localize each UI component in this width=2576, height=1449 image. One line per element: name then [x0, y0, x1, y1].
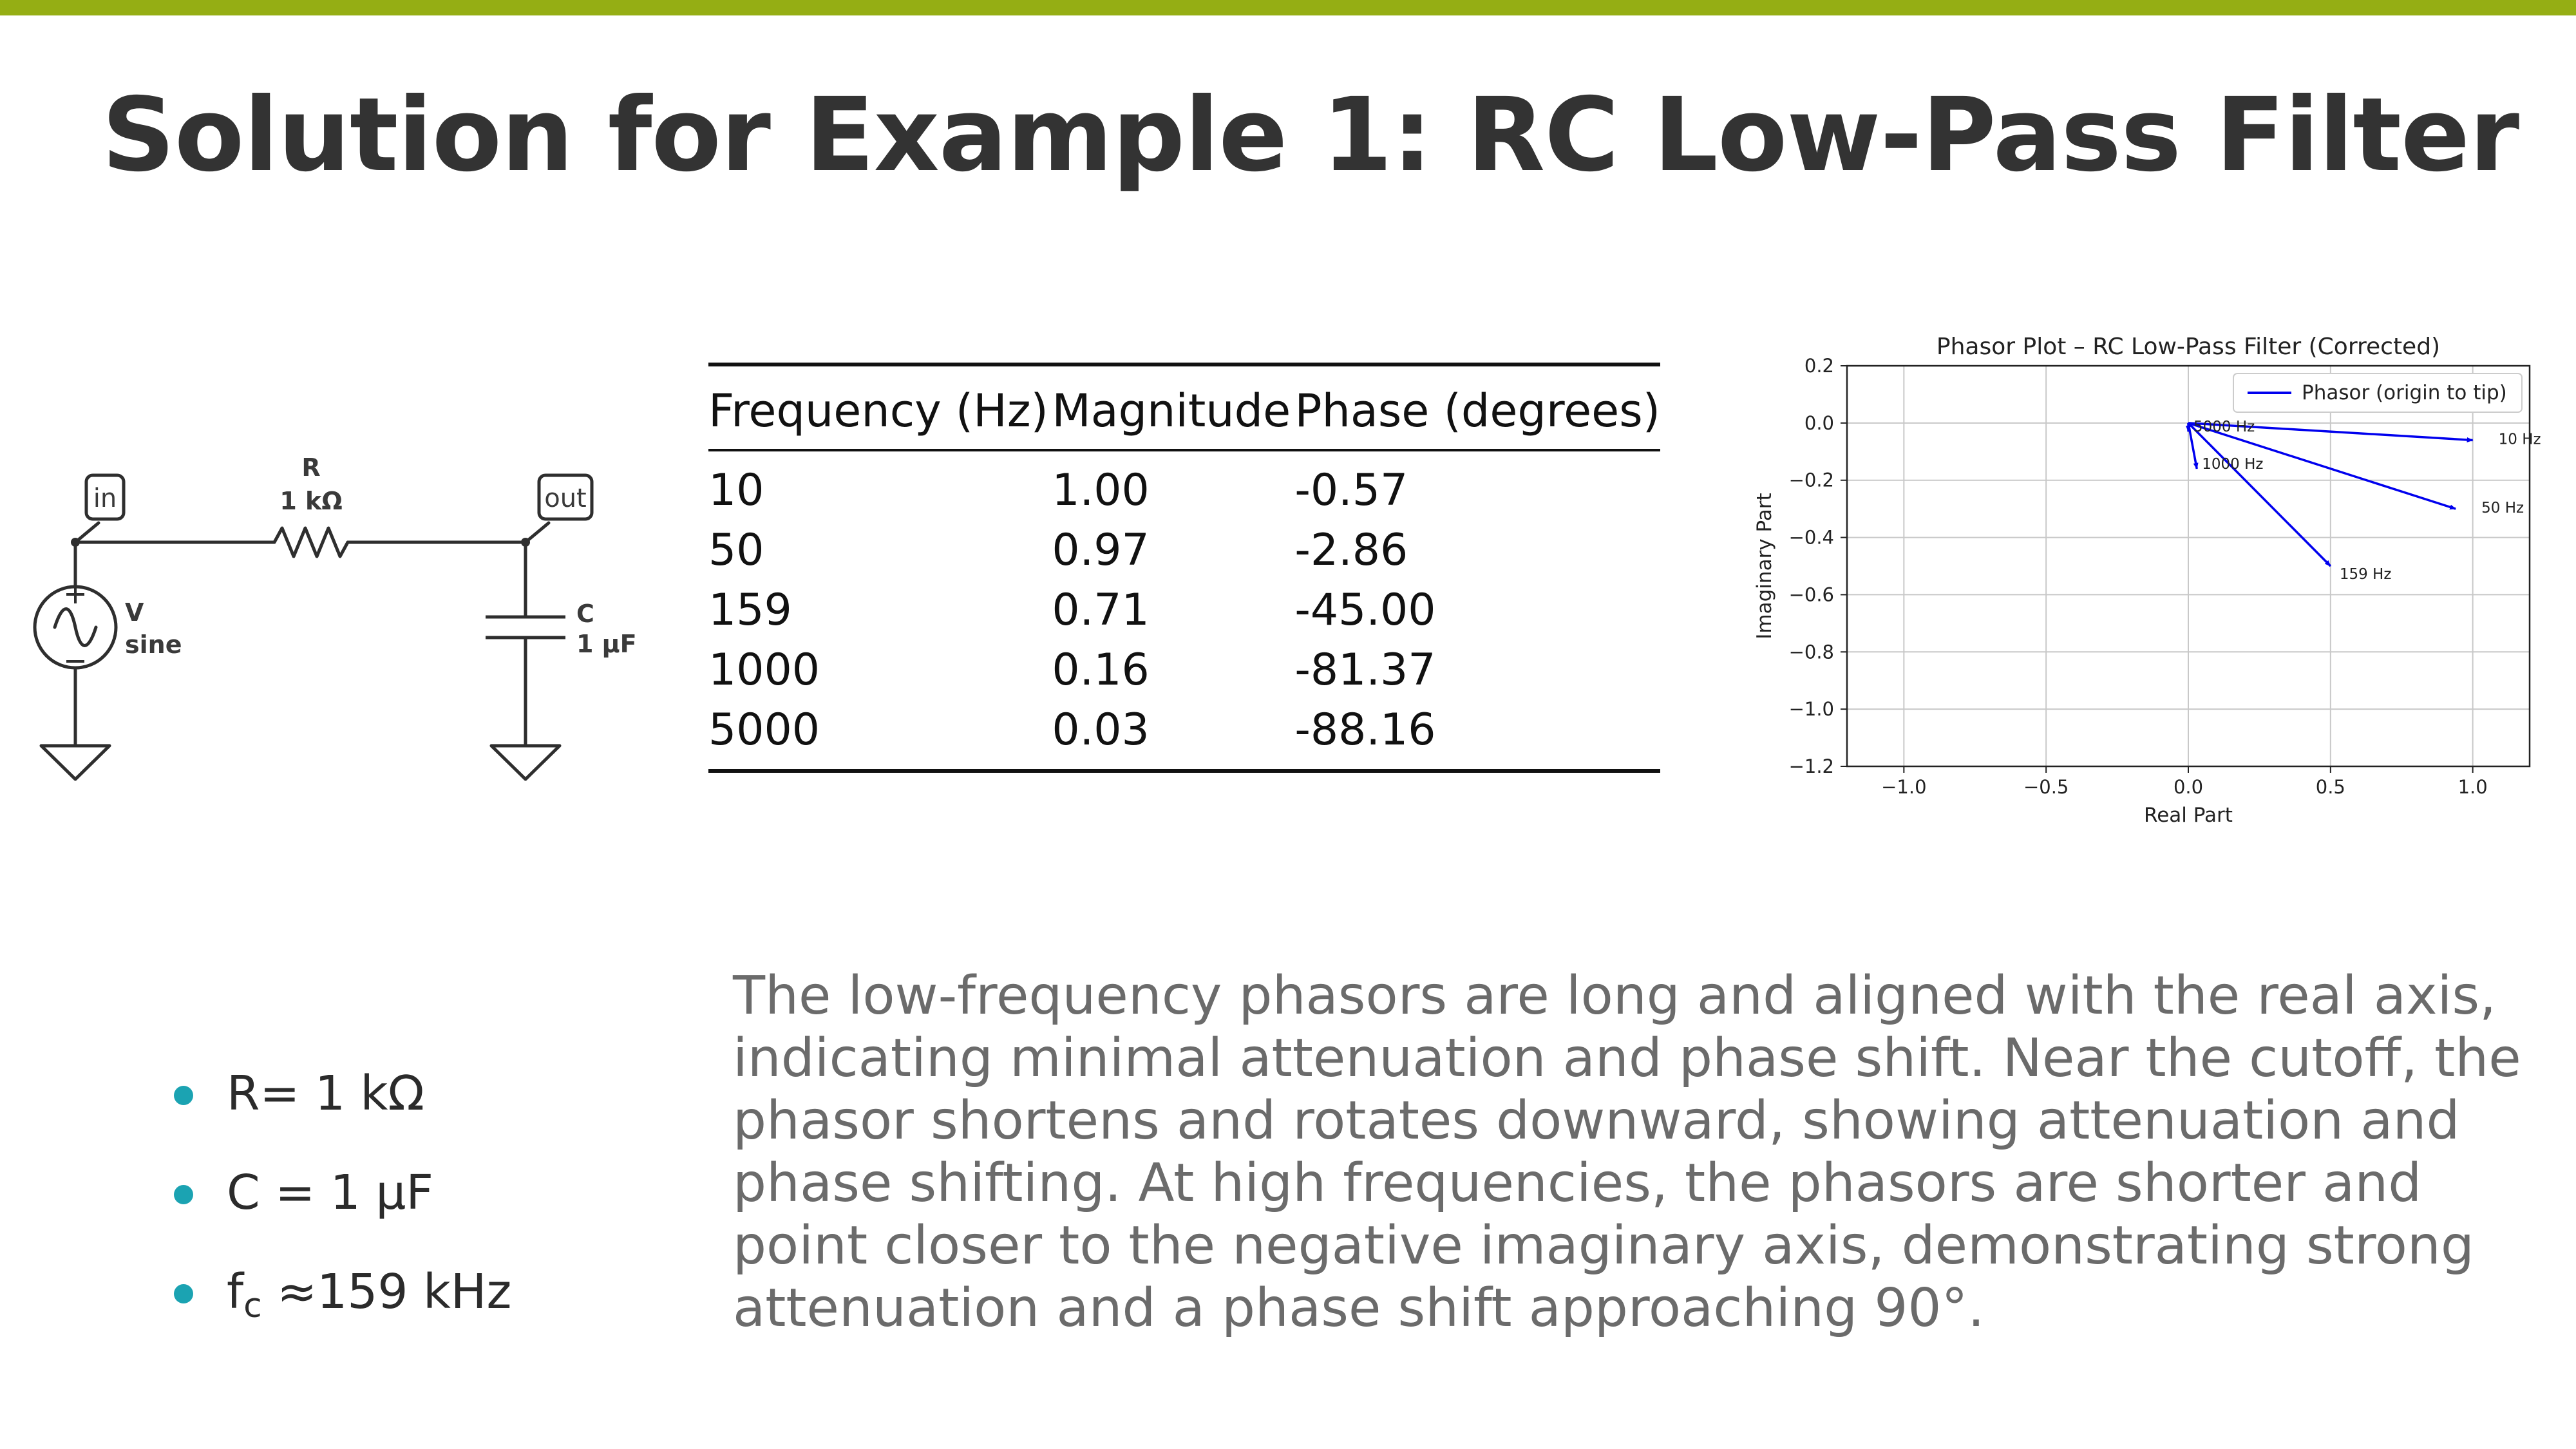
table-row: 5000 0.03 -88.16	[708, 700, 1660, 771]
phasor-plot: −1.0 −0.5 0.0 0.5 1.0 0.2 0.0 −0.2 −0.4 −0.6 −0.8 −…	[1753, 334, 2541, 827]
source-type: sine	[125, 630, 182, 659]
phasor-label: 5000 Hz	[2193, 419, 2255, 435]
phasor-label: 50 Hz	[2481, 500, 2524, 516]
output-node	[521, 538, 530, 547]
x-tick-label: 0.5	[2316, 776, 2345, 798]
x-tick-label: 1.0	[2458, 776, 2488, 798]
accent-bar	[0, 0, 2576, 15]
phasor-label: 1000 Hz	[2202, 456, 2263, 473]
phasor-label: 159 Hz	[2340, 566, 2392, 583]
legend-box	[2233, 373, 2523, 413]
x-tick-label: −1.0	[1881, 776, 1926, 798]
ground-left	[39, 744, 111, 781]
cell-phase: -2.86	[1294, 525, 1408, 576]
list-item-cutoff: fc ≈159 kHz	[174, 1260, 511, 1359]
x-tick-label: 0.0	[2174, 776, 2203, 798]
cell-magnitude: 0.16	[1052, 645, 1150, 696]
table-row: 159 0.71 -45.00	[708, 580, 1660, 640]
input-node	[71, 538, 80, 547]
output-pin-line	[524, 521, 551, 544]
input-pin-line	[73, 521, 100, 544]
y-tick-label: 0.2	[1804, 355, 1834, 377]
explanation-paragraph: The low-frequency phasors are long and a…	[733, 965, 2521, 1339]
resistance-text: R= 1 kΩ	[227, 1066, 424, 1121]
cell-phase: -88.16	[1294, 705, 1436, 755]
cell-phase: -0.57	[1294, 465, 1408, 516]
resistor-value: 1 kΩ	[279, 487, 342, 515]
phasor-arrow	[2188, 422, 2474, 442]
cell-magnitude: 0.97	[1052, 525, 1150, 576]
input-port	[84, 473, 126, 521]
cell-frequency: 5000	[708, 705, 820, 755]
phasor-arrow	[2187, 422, 2332, 567]
cutoff-value: ≈159 kHz	[261, 1264, 512, 1320]
resistor-zigzag	[272, 526, 350, 558]
output-port	[537, 473, 594, 521]
table-row: 10 1.00 -0.57	[708, 450, 1660, 520]
table-header-row: Frequency (Hz) Magnitude Phase (degrees)	[708, 365, 1660, 450]
y-tick-label: −0.2	[1789, 469, 1834, 491]
cell-frequency: 159	[708, 585, 792, 636]
cutoff-subscript: c	[243, 1287, 262, 1325]
input-label: in	[93, 484, 117, 513]
component-values-list: R= 1 kΩ C = 1 µF fc ≈159 kHz	[174, 1061, 511, 1359]
list-item-resistance: R= 1 kΩ	[174, 1061, 511, 1160]
column-header-frequency: Frequency (Hz)	[708, 384, 1048, 437]
legend-label: Phasor (origin to tip)	[2302, 381, 2507, 404]
x-tick-label: −0.5	[2023, 776, 2069, 798]
cell-frequency: 1000	[708, 645, 820, 696]
capacitance-text: C = 1 µF	[227, 1165, 433, 1220]
y-axis-label: Imaginary Part	[1753, 493, 1776, 639]
x-axis-label: Real Part	[2144, 804, 2233, 827]
sine-wave	[53, 607, 98, 647]
cell-magnitude: 1.00	[1052, 465, 1150, 516]
ground-right	[489, 744, 562, 781]
table-row: 1000 0.16 -81.37	[708, 640, 1660, 700]
frequency-response-table: Frequency (Hz) Magnitude Phase (degrees)…	[708, 363, 1660, 773]
slide-title: Solution for Example 1: RC Low-Pass Filt…	[102, 76, 2519, 194]
y-tick-label: −1.2	[1789, 755, 1834, 777]
table-row: 50 0.97 -2.86	[708, 520, 1660, 580]
y-tick-label: −0.6	[1789, 583, 1834, 605]
cell-frequency: 10	[708, 465, 764, 516]
rc-circuit-diagram: in out R 1 kΩ C 1 µF V sine	[33, 453, 637, 781]
list-item-capacitance: C = 1 µF	[174, 1160, 511, 1260]
capacitor-value: 1 µF	[576, 630, 637, 658]
y-tick-label: −1.0	[1789, 698, 1834, 720]
cell-phase: -81.37	[1294, 645, 1436, 696]
cell-magnitude: 0.03	[1052, 705, 1150, 755]
cell-magnitude: 0.71	[1052, 585, 1150, 636]
y-tick-label: 0.0	[1804, 412, 1834, 434]
y-tick-label: −0.8	[1789, 641, 1834, 663]
phasor-label: 10 Hz	[2499, 431, 2541, 448]
cell-phase: -45.00	[1294, 585, 1436, 636]
cutoff-symbol: f	[227, 1264, 244, 1320]
cell-frequency: 50	[708, 525, 764, 576]
phasor-arrow	[2188, 422, 2457, 510]
output-label: out	[544, 484, 587, 513]
source-name: V	[125, 598, 144, 627]
column-header-magnitude: Magnitude	[1052, 384, 1291, 437]
column-header-phase: Phase (degrees)	[1294, 384, 1660, 437]
y-tick-label: −0.4	[1789, 527, 1834, 549]
resistor-name: R	[301, 453, 320, 482]
chart-title: Phasor Plot – RC Low-Pass Filter (Correc…	[1937, 334, 2440, 360]
capacitor-name: C	[576, 600, 594, 628]
